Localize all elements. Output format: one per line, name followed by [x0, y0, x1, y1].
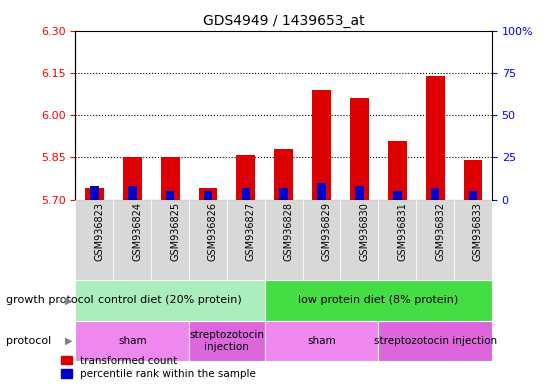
Text: GSM936830: GSM936830: [359, 202, 369, 261]
Text: streptozotocin injection: streptozotocin injection: [373, 336, 497, 346]
Bar: [90, 185, 98, 200]
Text: GSM936824: GSM936824: [132, 202, 142, 261]
Text: ▶: ▶: [65, 295, 73, 306]
Bar: [393, 191, 401, 200]
Text: control diet (20% protein): control diet (20% protein): [98, 295, 242, 306]
Text: GSM936825: GSM936825: [170, 202, 180, 261]
Bar: [355, 185, 364, 200]
Text: low protein diet (8% protein): low protein diet (8% protein): [298, 295, 458, 306]
Text: streptozotocin
injection: streptozotocin injection: [190, 330, 264, 352]
Text: GSM936831: GSM936831: [397, 202, 408, 261]
Bar: [350, 98, 369, 200]
Text: sham: sham: [118, 336, 146, 346]
Bar: [431, 189, 439, 200]
Text: GSM936823: GSM936823: [94, 202, 105, 261]
FancyBboxPatch shape: [340, 200, 378, 280]
Text: sham: sham: [307, 336, 336, 346]
Legend: transformed count, percentile rank within the sample: transformed count, percentile rank withi…: [61, 356, 255, 379]
FancyBboxPatch shape: [75, 321, 189, 361]
Bar: [388, 141, 407, 200]
FancyBboxPatch shape: [189, 200, 227, 280]
FancyBboxPatch shape: [378, 200, 416, 280]
FancyBboxPatch shape: [265, 321, 378, 361]
Text: GSM936827: GSM936827: [246, 202, 256, 261]
Bar: [425, 76, 444, 200]
Text: protocol: protocol: [6, 336, 51, 346]
Text: GSM936829: GSM936829: [321, 202, 331, 261]
Bar: [241, 189, 250, 200]
Text: growth protocol: growth protocol: [6, 295, 93, 306]
Text: GSM936826: GSM936826: [208, 202, 218, 261]
Bar: [469, 191, 477, 200]
Bar: [85, 189, 104, 200]
FancyBboxPatch shape: [227, 200, 265, 280]
FancyBboxPatch shape: [378, 321, 492, 361]
FancyBboxPatch shape: [189, 321, 265, 361]
Bar: [166, 191, 174, 200]
Bar: [236, 155, 255, 200]
FancyBboxPatch shape: [265, 280, 492, 321]
Bar: [128, 185, 136, 200]
Bar: [463, 160, 482, 200]
Bar: [318, 183, 326, 200]
Bar: [312, 90, 331, 200]
FancyBboxPatch shape: [416, 200, 454, 280]
FancyBboxPatch shape: [151, 200, 189, 280]
FancyBboxPatch shape: [75, 200, 113, 280]
Text: GSM936833: GSM936833: [473, 202, 483, 261]
Bar: [123, 157, 142, 200]
Bar: [203, 191, 212, 200]
FancyBboxPatch shape: [265, 200, 302, 280]
Bar: [198, 189, 217, 200]
Bar: [160, 157, 179, 200]
FancyBboxPatch shape: [302, 200, 340, 280]
Text: GSM936828: GSM936828: [284, 202, 293, 261]
FancyBboxPatch shape: [113, 200, 151, 280]
Bar: [280, 189, 288, 200]
FancyBboxPatch shape: [454, 200, 492, 280]
Title: GDS4949 / 1439653_at: GDS4949 / 1439653_at: [203, 14, 364, 28]
Bar: [274, 149, 293, 200]
FancyBboxPatch shape: [75, 280, 265, 321]
Text: ▶: ▶: [65, 336, 73, 346]
Text: GSM936832: GSM936832: [435, 202, 445, 261]
